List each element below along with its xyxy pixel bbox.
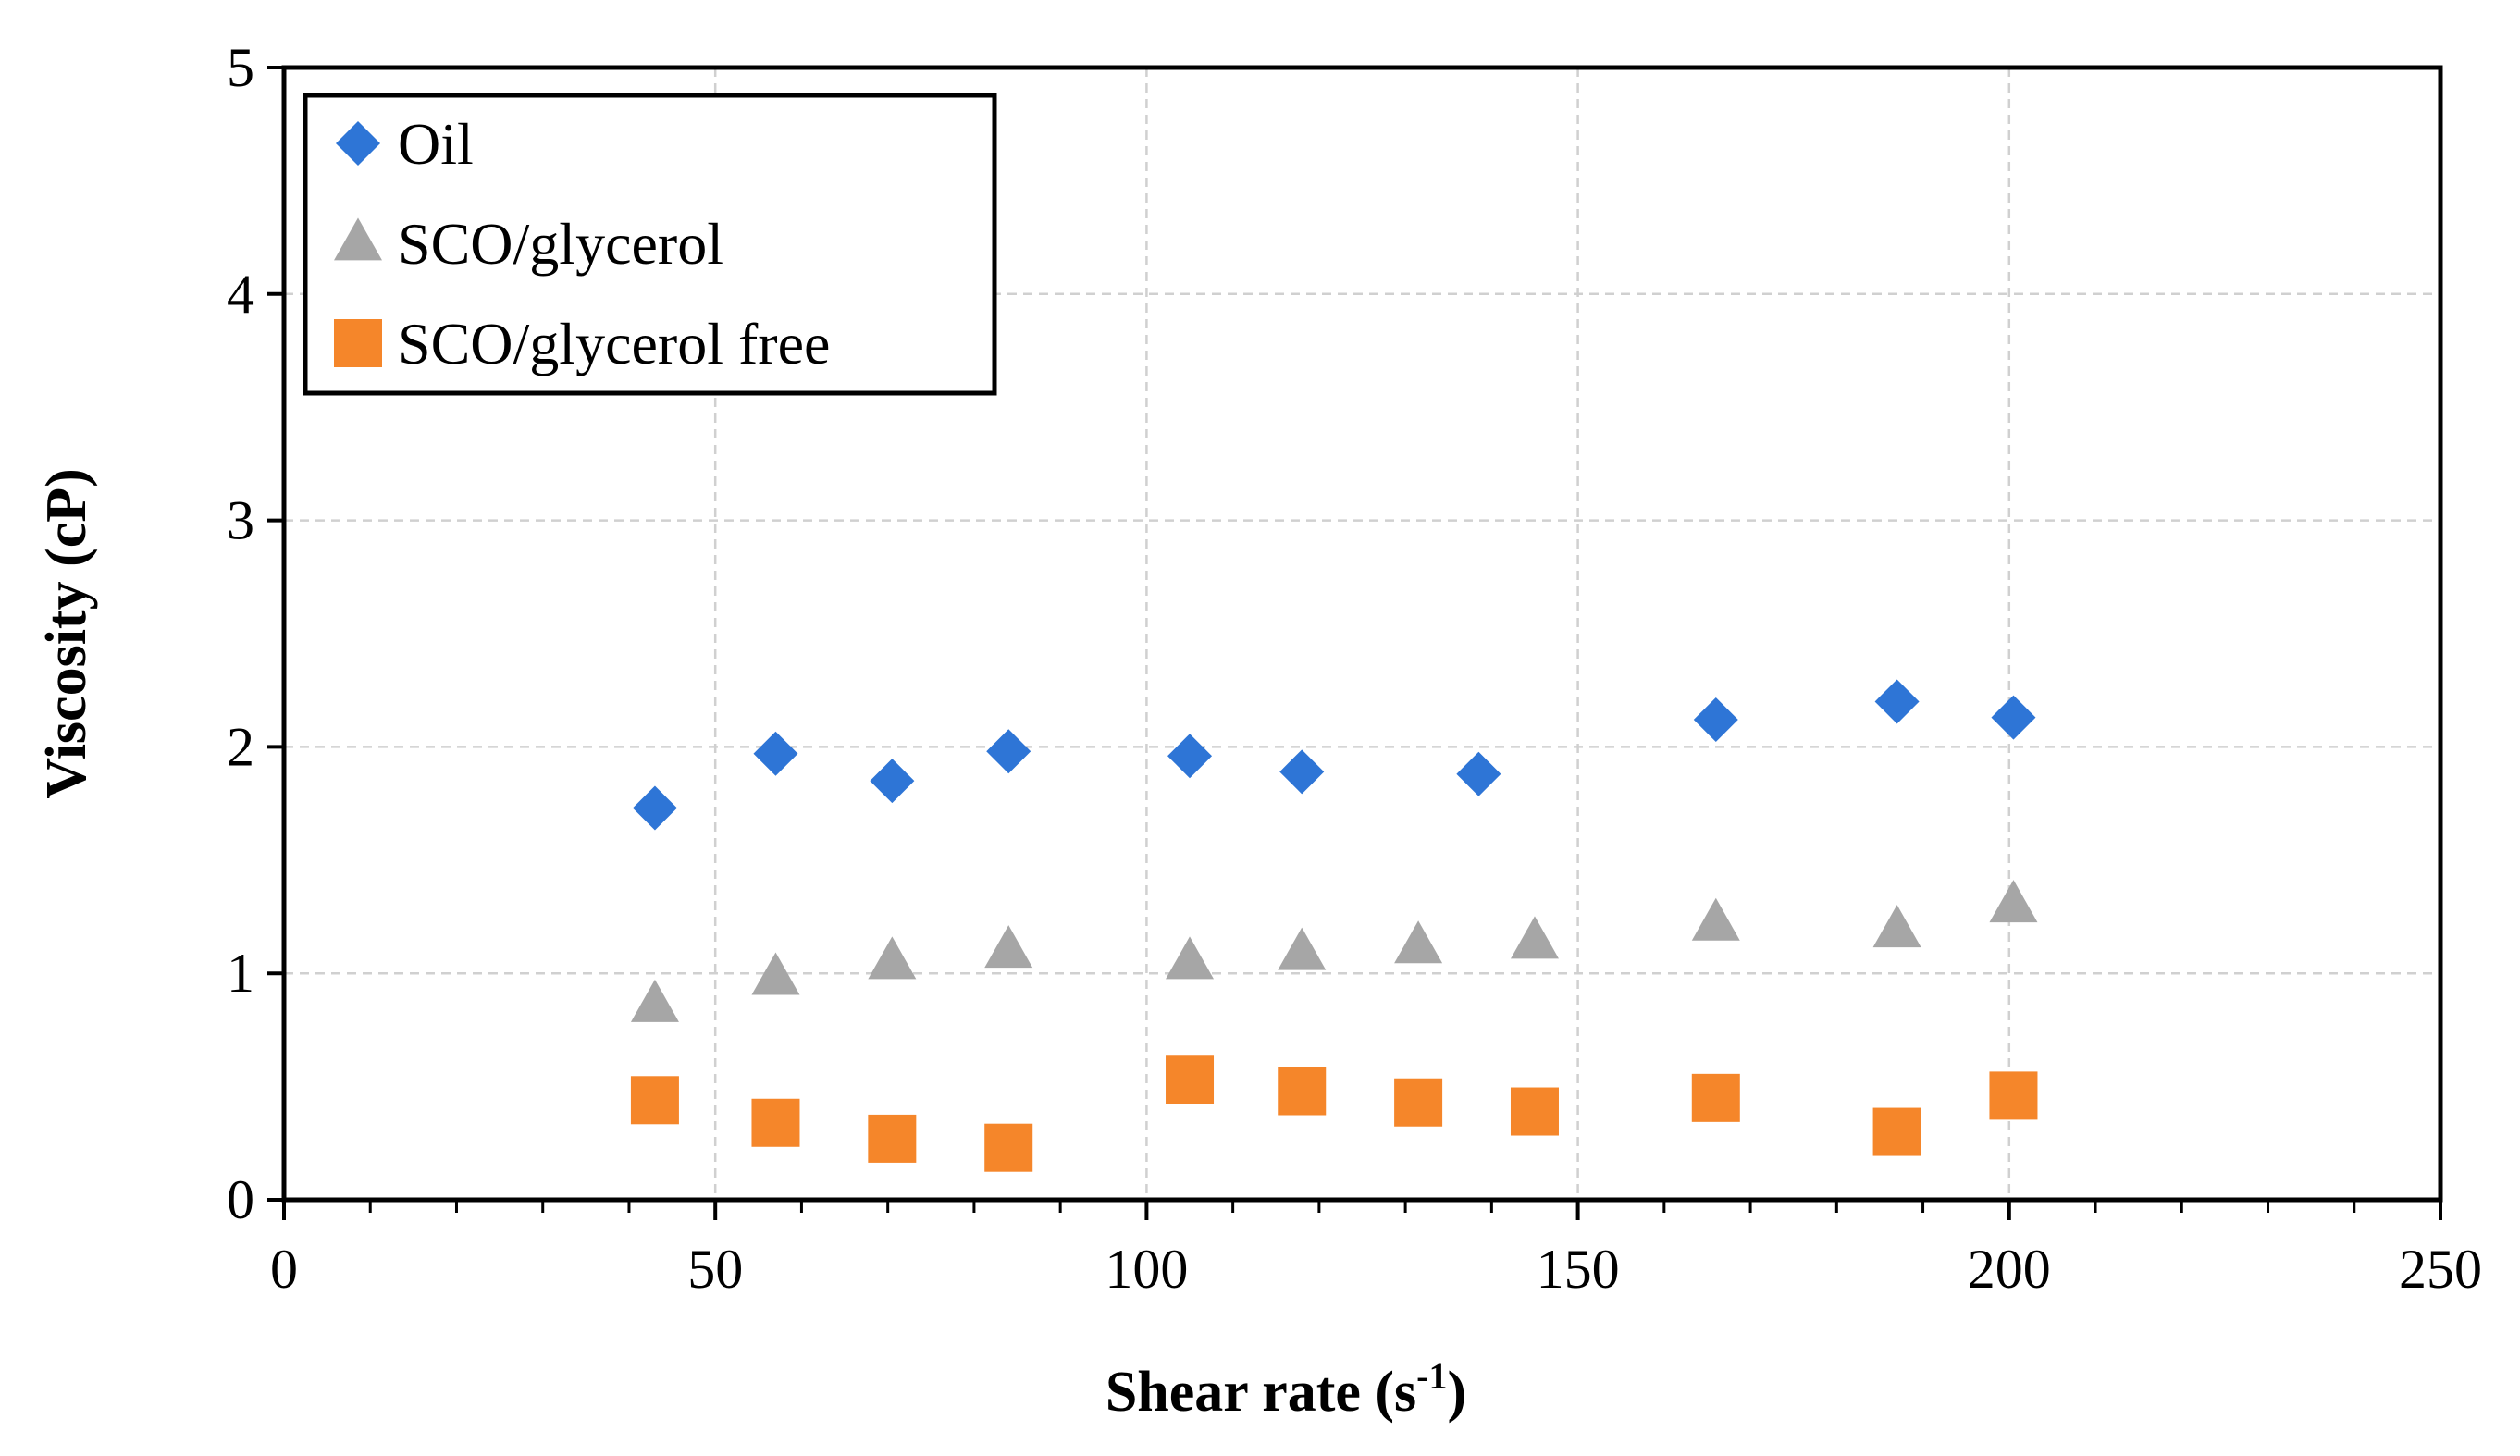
data-point-sco-glycerol-free (1394, 1078, 1443, 1127)
data-point-sco-glycerol (984, 925, 1033, 969)
data-point-sco-glycerol (1872, 905, 1921, 948)
x-tick-label: 100 (1105, 1239, 1188, 1300)
x-tick-labels: 0 50 100 150 200 250 (270, 1239, 2482, 1300)
data-point-sco-glycerol (1510, 916, 1559, 959)
y-axis-title: Viscosity (cP) (35, 468, 98, 799)
y-tick-label: 5 (227, 37, 254, 98)
x-axis-title: Shear rate (s-1) (1106, 1355, 1466, 1424)
y-tick-label: 3 (227, 490, 254, 551)
legend: Oil SCO/glycerol SCO/glycerol free (303, 93, 997, 396)
y-tick-labels: 0 1 2 3 4 5 (227, 37, 284, 1230)
data-point-oil (1279, 749, 1325, 795)
data-point-sco-glycerol-free (1166, 1055, 1215, 1104)
data-point-sco-glycerol (1691, 897, 1740, 941)
legend-label-oil: Oil (398, 111, 474, 177)
series-sco-glycerol (630, 880, 2038, 1022)
data-point-sco-glycerol (1278, 927, 1327, 970)
x-tick-label: 150 (1537, 1239, 1620, 1300)
data-point-sco-glycerol (868, 936, 917, 980)
y-tick-label: 2 (227, 716, 254, 777)
series-oil (632, 679, 2036, 831)
data-point-sco-glycerol-free (1278, 1067, 1327, 1116)
legend-label-sco-glycerol-free: SCO/glycerol free (398, 311, 830, 376)
x-tick-label: 200 (1968, 1239, 2051, 1300)
data-point-oil (1167, 734, 1213, 779)
data-point-sco-glycerol (1989, 880, 2038, 923)
legend-marker-oil (336, 121, 380, 166)
y-tick-label: 0 (227, 1169, 254, 1230)
legend-marker-sco-glycerol-free (334, 319, 382, 367)
data-point-sco-glycerol (751, 952, 800, 995)
legend-marker-sco-glycerol (334, 217, 382, 261)
data-point-sco-glycerol-free (868, 1114, 917, 1163)
data-point-sco-glycerol-free (630, 1076, 679, 1125)
legend-box (303, 93, 997, 396)
data-point-oil (870, 759, 915, 804)
data-point-sco-glycerol-free (1691, 1073, 1740, 1122)
y-tick-label: 1 (227, 943, 254, 1004)
grid-lines (284, 68, 2440, 1200)
x-tick-label: 0 (270, 1239, 298, 1300)
data-series (630, 679, 2038, 1172)
data-point-sco-glycerol (1394, 920, 1443, 964)
series-sco-glycerol-free (630, 1055, 2038, 1172)
data-point-sco-glycerol-free (1510, 1087, 1559, 1136)
data-point-sco-glycerol (1166, 936, 1215, 980)
legend-label-sco-glycerol: SCO/glycerol (398, 211, 723, 277)
data-point-sco-glycerol-free (1989, 1071, 2038, 1120)
data-point-sco-glycerol-free (751, 1098, 800, 1147)
data-point-sco-glycerol-free (984, 1123, 1033, 1172)
data-point-sco-glycerol-free (1872, 1107, 1921, 1156)
data-point-oil (1874, 679, 1920, 724)
data-point-oil (1991, 695, 2036, 740)
data-point-oil (1693, 697, 1738, 743)
plot-frame (281, 65, 2443, 1203)
data-point-sco-glycerol (630, 979, 679, 1022)
x-tick-label: 250 (2399, 1239, 2482, 1300)
data-point-oil (632, 785, 677, 831)
data-point-oil (986, 729, 1031, 774)
x-minor-ticks (282, 1200, 2442, 1220)
data-point-oil (753, 731, 798, 776)
x-tick-label: 50 (687, 1239, 743, 1300)
y-tick-label: 4 (227, 264, 254, 325)
data-point-oil (1456, 751, 1501, 796)
